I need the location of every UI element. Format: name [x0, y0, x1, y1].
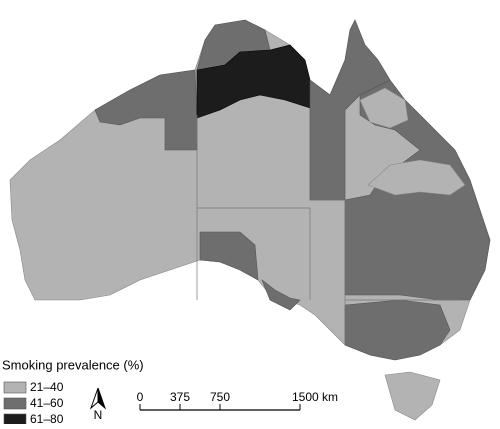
north-label: N [94, 408, 103, 422]
north-arrow: N [89, 387, 107, 422]
south-australia-region [199, 231, 259, 281]
scale-label: 0 [137, 390, 144, 404]
tasmania [384, 371, 441, 421]
scale-label: 375 [170, 390, 190, 404]
scale-label: 750 [210, 390, 230, 404]
victoria-region [344, 299, 451, 361]
legend-label: 61–80 [30, 412, 64, 424]
legend-swatch [3, 413, 27, 426]
legend-title: Smoking prevalence (%) [2, 357, 144, 372]
scale-bar: 0 375 750 1500 km [137, 390, 338, 411]
queensland-central [367, 159, 466, 196]
scale-label: 1500 km [292, 390, 338, 404]
north-arrow-left [89, 387, 99, 410]
state-border [196, 115, 460, 345]
legend-items: 21–40 41–60 61–80 [3, 380, 64, 426]
legend-label: 41–60 [30, 396, 64, 410]
legend-swatch [3, 381, 27, 394]
queensland-north [359, 87, 409, 129]
north-arrow-right [97, 387, 107, 410]
australia-regions [9, 19, 491, 421]
legend-swatch [3, 397, 27, 410]
legend: Smoking prevalence (%) 21–40 41–60 61–80 [2, 357, 144, 426]
kimberley-region [94, 69, 198, 151]
eyre-region [261, 279, 301, 311]
legend-label: 21–40 [30, 380, 64, 394]
